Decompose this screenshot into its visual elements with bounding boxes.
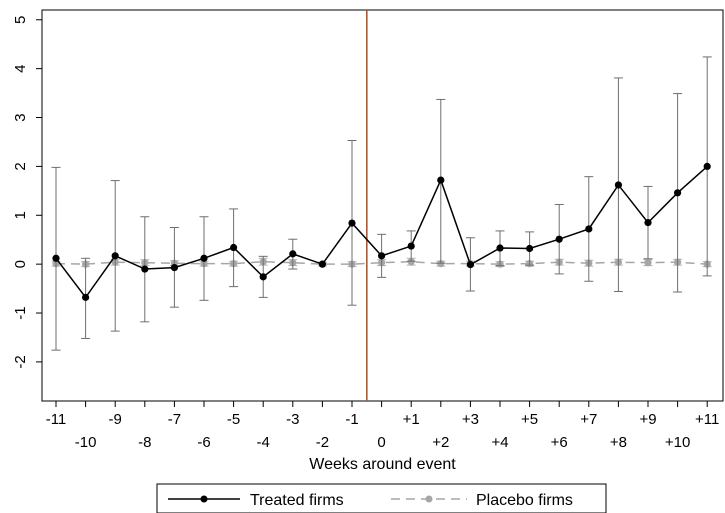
legend: Treated firms Placebo firms [156, 483, 607, 513]
treated-data-point [82, 293, 90, 301]
y-tick-label: 3 [12, 113, 29, 121]
x-tick-label: -10 [75, 434, 97, 451]
x-tick-label: +7 [580, 411, 597, 428]
x-tick-label: +8 [610, 434, 627, 451]
x-tick-label: +9 [639, 411, 656, 428]
x-tick-label: +11 [695, 411, 719, 428]
legend-treated-swatch-marker [200, 495, 208, 503]
y-tick-label: 1 [12, 211, 29, 219]
treated-data-point [674, 189, 682, 197]
treated-data-point [378, 252, 386, 260]
x-tick-label: -3 [286, 411, 299, 428]
treated-data-point [289, 250, 297, 258]
x-tick-label: +5 [521, 411, 538, 428]
treated-data-point [585, 225, 593, 233]
legend-placebo-swatch-marker [425, 495, 433, 503]
treated-data-point [230, 243, 238, 252]
placebo-series-line [55, 260, 708, 265]
treated-data-point [259, 273, 267, 281]
treated-data-point [318, 260, 326, 268]
x-tick-label: -6 [197, 434, 210, 451]
y-axis: -2 -1 0 1 2 3 4 5 [12, 16, 42, 369]
plot-frame [41, 9, 724, 402]
x-tick-label: -11 [46, 411, 67, 428]
x-tick-label: -8 [138, 434, 151, 451]
treated-data-point [466, 261, 474, 269]
treated-data-point [644, 219, 652, 227]
placebo-data-point [644, 259, 652, 267]
treated-data-point [170, 263, 178, 272]
x-tick-label: +10 [665, 434, 690, 451]
x-tick-label: +2 [432, 434, 449, 451]
x-tick-label: -2 [316, 434, 329, 451]
treated-data-point [555, 235, 563, 243]
x-axis-title: Weeks around event [309, 456, 456, 473]
y-tick-label: 0 [12, 260, 29, 268]
y-tick-label: 5 [12, 16, 29, 24]
x-tick-label: -5 [227, 411, 240, 428]
x-tick-label: -9 [109, 411, 122, 428]
treated-data-point [437, 176, 445, 184]
treated-data-point [141, 265, 149, 273]
x-tick-label: 0 [377, 434, 385, 451]
y-tick-label: 2 [12, 162, 29, 170]
x-tick-label: -7 [168, 411, 181, 428]
treated-series-layer [51, 56, 712, 351]
treated-data-point [200, 254, 208, 262]
y-tick-label: -2 [12, 355, 29, 368]
x-tick-label: +1 [403, 411, 420, 428]
treated-data-point [407, 242, 415, 250]
x-tick-label: +3 [462, 411, 479, 428]
x-tick-label: -4 [257, 434, 270, 451]
treated-data-point [348, 219, 356, 227]
x-tick-label: -1 [345, 411, 358, 428]
x-tick-label: +6 [551, 434, 568, 451]
treated-data-point [703, 162, 711, 170]
x-axis: -11-10-9-8-7-6-5-4-3-2-10+1+2+3+4+5+6+7+… [46, 401, 719, 451]
treated-data-point [111, 252, 119, 260]
treated-data-point [614, 181, 623, 189]
legend-treated-label: Treated firms [250, 492, 344, 509]
y-tick-label: 4 [12, 64, 29, 72]
treated-data-point [526, 244, 534, 253]
treated-data-point [52, 254, 60, 262]
legend-placebo-label: Placebo firms [476, 492, 573, 509]
y-tick-label: -1 [12, 306, 29, 319]
treated-data-point [496, 244, 504, 252]
x-tick-label: +4 [491, 434, 508, 451]
